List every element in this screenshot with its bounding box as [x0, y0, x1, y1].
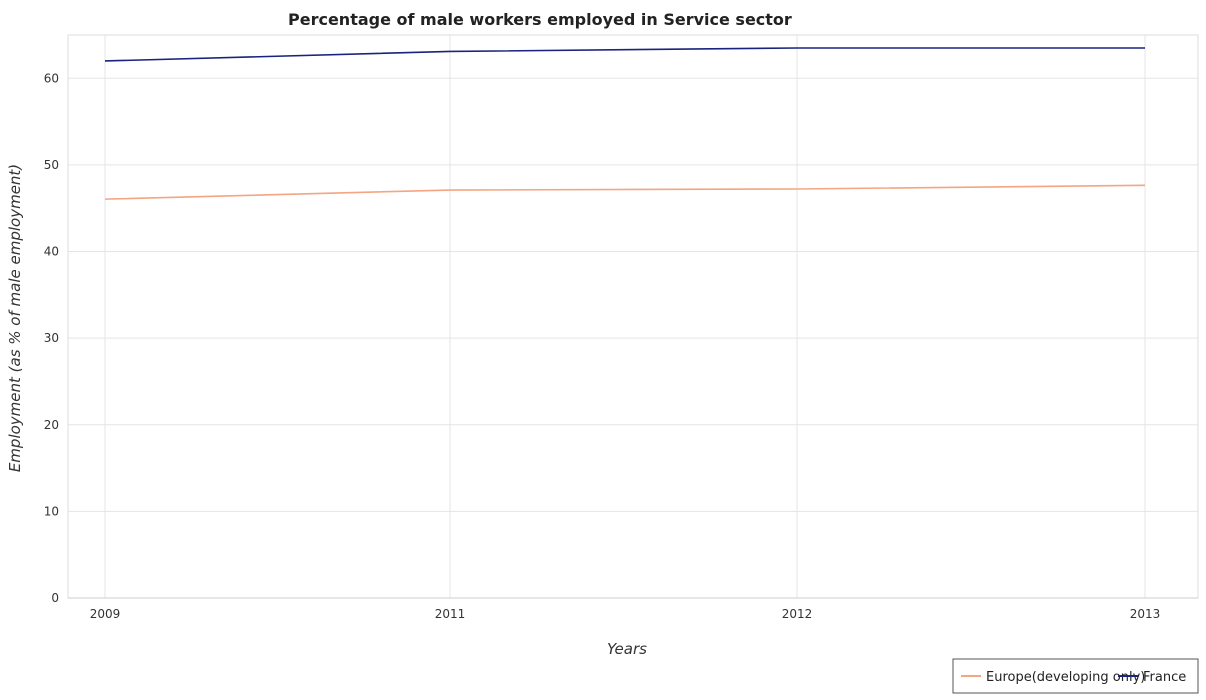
- chart-title: Percentage of male workers employed in S…: [288, 10, 792, 29]
- x-tick-label: 2011: [435, 607, 466, 621]
- y-tick-label: 40: [44, 245, 59, 259]
- y-tick-label: 30: [44, 331, 59, 345]
- series-line-0: [104, 184, 1146, 200]
- plot-frame: [67, 34, 1199, 599]
- y-tick-label: 10: [44, 504, 59, 518]
- y-tick-label: 60: [44, 71, 59, 85]
- x-axis-label: Years: [607, 640, 647, 658]
- axes: 0 10 20 30 40 50 60 2009 2011 2012 2013: [44, 71, 1198, 621]
- legend-label-0: Europe(developing only): [986, 670, 1145, 685]
- x-tick-label: 2009: [90, 607, 121, 621]
- legend-label-1: France: [1143, 670, 1186, 685]
- grid: [67, 34, 1199, 599]
- y-axis-label: Employment (as % of male employment): [6, 164, 24, 472]
- x-tick-label: 2012: [782, 607, 813, 621]
- legend-box: [952, 658, 1199, 694]
- x-tick-label: 2013: [1130, 607, 1161, 621]
- y-tick-label: 20: [44, 418, 59, 432]
- series-lines: [104, 47, 1146, 200]
- legend: Europe(developing only)France: [952, 658, 1199, 694]
- series-line-1: [104, 47, 1145, 62]
- y-tick-label: 0: [51, 591, 59, 605]
- y-tick-label: 50: [44, 158, 59, 172]
